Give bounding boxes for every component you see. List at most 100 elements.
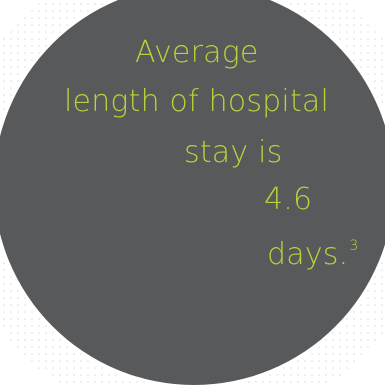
pattern-dot <box>318 10 320 12</box>
pattern-dot <box>318 367 320 369</box>
pattern-dot <box>360 38 362 40</box>
pattern-dot <box>360 31 362 33</box>
pattern-dot <box>346 10 348 12</box>
pattern-dot <box>360 66 362 68</box>
pattern-dot <box>10 52 12 54</box>
pattern-dot <box>311 367 313 369</box>
pattern-dot <box>332 374 334 376</box>
pattern-dot <box>374 283 376 285</box>
pattern-dot <box>66 3 68 5</box>
pattern-dot <box>3 318 5 320</box>
pattern-dot <box>381 290 383 292</box>
pattern-dot <box>59 367 61 369</box>
pattern-dot <box>367 73 369 75</box>
pattern-dot <box>24 59 26 61</box>
pattern-dot <box>10 73 12 75</box>
pattern-dot <box>353 45 355 47</box>
pattern-dot <box>24 24 26 26</box>
pattern-dot <box>360 318 362 320</box>
pattern-dot <box>31 31 33 33</box>
pattern-dot <box>304 10 306 12</box>
pattern-dot <box>276 381 278 383</box>
pattern-dot <box>45 339 47 341</box>
pattern-dot <box>17 80 19 82</box>
pattern-dot <box>367 38 369 40</box>
pattern-dot <box>3 269 5 271</box>
pattern-dot <box>269 374 271 376</box>
pattern-dot <box>381 66 383 68</box>
pattern-dot <box>353 31 355 33</box>
pattern-dot <box>248 381 250 383</box>
pattern-dot <box>353 10 355 12</box>
pattern-dot <box>38 45 40 47</box>
pattern-dot <box>101 381 103 383</box>
pattern-dot <box>297 3 299 5</box>
pattern-dot <box>45 10 47 12</box>
pattern-dot <box>339 346 341 348</box>
pattern-dot <box>31 17 33 19</box>
pattern-dot <box>360 325 362 327</box>
pattern-dot <box>325 3 327 5</box>
pattern-dot <box>80 10 82 12</box>
pattern-dot <box>339 10 341 12</box>
pattern-dot <box>381 45 383 47</box>
pattern-dot <box>10 31 12 33</box>
pattern-dot <box>325 353 327 355</box>
pattern-dot <box>3 80 5 82</box>
pattern-dot <box>80 360 82 362</box>
pattern-dot <box>353 24 355 26</box>
pattern-dot <box>304 3 306 5</box>
pattern-dot <box>31 52 33 54</box>
pattern-dot <box>10 283 12 285</box>
footnote-marker: 3 <box>349 238 359 254</box>
pattern-dot <box>115 374 117 376</box>
pattern-dot <box>10 59 12 61</box>
pattern-dot <box>304 367 306 369</box>
pattern-dot <box>360 24 362 26</box>
pattern-dot <box>17 297 19 299</box>
pattern-dot <box>381 80 383 82</box>
pattern-dot <box>45 325 47 327</box>
pattern-dot <box>66 346 68 348</box>
pattern-dot <box>367 346 369 348</box>
pattern-dot <box>339 374 341 376</box>
pattern-dot <box>73 353 75 355</box>
pattern-dot <box>136 381 138 383</box>
pattern-dot <box>332 332 334 334</box>
pattern-dot <box>381 269 383 271</box>
pattern-dot <box>10 45 12 47</box>
pattern-dot <box>129 381 131 383</box>
pattern-dot <box>311 10 313 12</box>
pattern-dot <box>38 318 40 320</box>
pattern-dot <box>353 17 355 19</box>
dot-pattern <box>3 3 383 383</box>
stay-unit-text: days. <box>267 237 349 272</box>
pattern-dot <box>290 381 292 383</box>
pattern-dot <box>73 381 75 383</box>
pattern-dot <box>318 381 320 383</box>
pattern-dot <box>374 66 376 68</box>
pattern-dot <box>17 24 19 26</box>
pattern-dot <box>66 17 68 19</box>
pattern-dot <box>10 304 12 306</box>
pattern-dot <box>332 353 334 355</box>
pattern-dot <box>318 353 320 355</box>
pattern-dot <box>17 346 19 348</box>
pattern-dot <box>332 17 334 19</box>
pattern-dot <box>10 290 12 292</box>
pattern-dot <box>38 3 40 5</box>
pattern-dot <box>297 367 299 369</box>
pattern-dot <box>38 339 40 341</box>
pattern-dot <box>24 45 26 47</box>
pattern-dot <box>374 52 376 54</box>
pattern-dot <box>52 339 54 341</box>
pattern-dot <box>360 339 362 341</box>
pattern-dot <box>346 325 348 327</box>
pattern-dot <box>10 332 12 334</box>
pattern-dot <box>325 374 327 376</box>
pattern-dot <box>59 346 61 348</box>
pattern-dot <box>318 17 320 19</box>
pattern-dot <box>66 367 68 369</box>
pattern-dot <box>3 297 5 299</box>
pattern-dot <box>374 339 376 341</box>
